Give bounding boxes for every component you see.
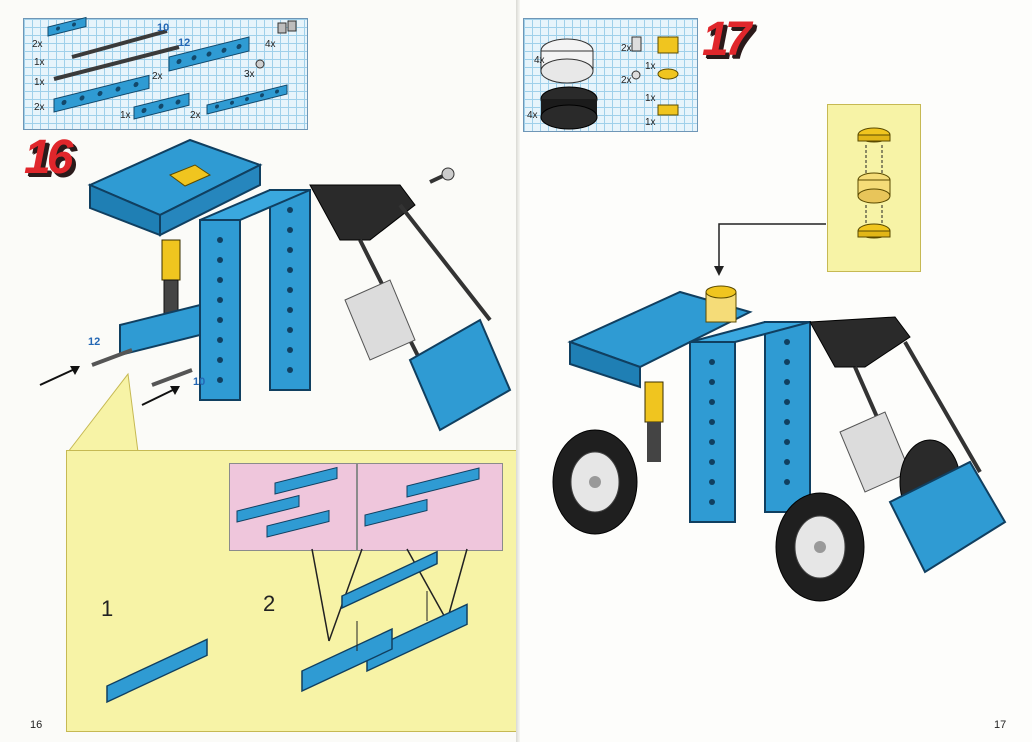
part-qty: 2x: [621, 75, 632, 86]
part-qty: 2x: [34, 102, 45, 113]
part-qty: 2x: [621, 43, 632, 54]
parts-list-illustration-17: [540, 36, 679, 130]
parts-list-illustration-16: [47, 16, 297, 120]
parts-list-panel-17: 4x 2x 1x 2x 1x 4x 1x: [523, 18, 698, 132]
part-qty: 4x: [527, 110, 538, 121]
part-qty: 4x: [534, 55, 545, 66]
part-qty: 1x: [34, 77, 45, 88]
sub-assembly-callout: 1 2: [66, 450, 520, 732]
wheel: [775, 492, 865, 602]
part-qty: 1x: [645, 93, 656, 104]
part-qty: 2x: [32, 39, 43, 50]
axle-length-label: 12: [178, 37, 191, 49]
part-qty: 2x: [152, 71, 163, 82]
part-qty: 1x: [645, 117, 656, 128]
part-qty: 1x: [645, 61, 656, 72]
part-qty: 3x: [244, 69, 255, 80]
callout-arrow: [714, 223, 826, 276]
part-qty: 1x: [120, 110, 131, 121]
stacked-round-parts: [857, 127, 891, 239]
model-illustration-step-17: [552, 285, 1007, 602]
axle-label-10: 10: [193, 376, 206, 388]
sub-step-2: 2: [263, 591, 276, 616]
parts-list-panel-16: 2x 1x 1x 2x 4x 2x 3x 1x 2x 10 12: [23, 16, 308, 130]
callout-pointer: [66, 372, 139, 453]
model-illustration-step-16: [87, 138, 512, 432]
page-number: 17: [994, 719, 1007, 731]
axle-insert-arrows: [39, 348, 193, 406]
sub-assembly-illustration: [106, 466, 480, 704]
step-number: 16: [24, 131, 73, 184]
book-gutter: [516, 0, 522, 742]
right-page: 4x 2x 1x 2x 1x 4x 1x 17: [520, 0, 1032, 742]
part-qty: 4x: [265, 39, 276, 50]
axle-label-12: 12: [88, 336, 101, 348]
axle-length-label: 10: [157, 22, 170, 34]
left-page: 2x 1x 1x 2x 4x 2x 3x 1x 2x 10 12 16: [23, 16, 520, 732]
detail-callout: [827, 104, 921, 272]
step-number: 17: [702, 13, 751, 66]
wheel: [552, 429, 638, 535]
sub-step-1: 1: [101, 596, 114, 621]
part-qty: 2x: [190, 110, 201, 121]
part-qty: 1x: [34, 57, 45, 68]
page-number: 16: [30, 719, 43, 731]
